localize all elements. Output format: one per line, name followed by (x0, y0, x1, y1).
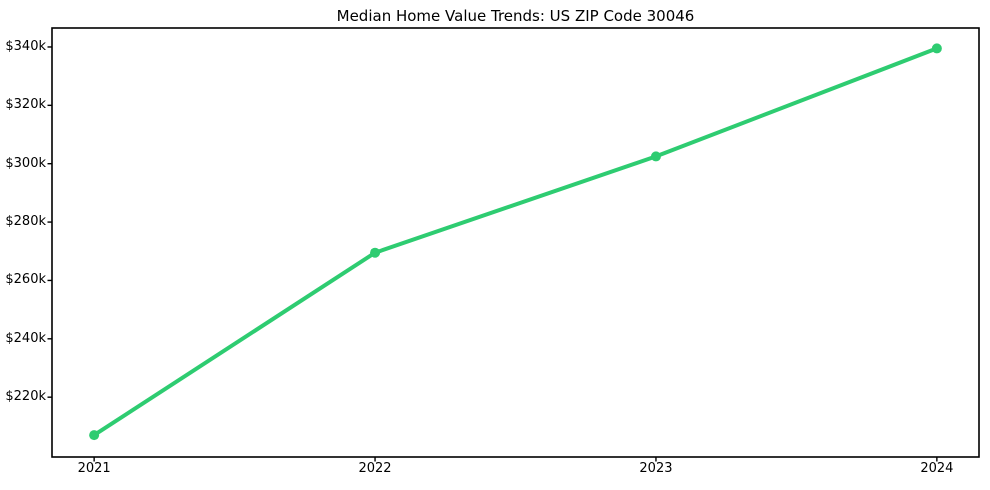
data-point-marker (650, 151, 661, 162)
data-point-marker (931, 43, 942, 54)
y-tick-label: $280k (5, 214, 46, 230)
x-tick-label: 2021 (77, 461, 111, 476)
x-tick-label: 2022 (358, 461, 392, 476)
median-home-value-line (92, 46, 939, 438)
chart-title: Median Home Value Trends: US ZIP Code 30… (336, 7, 695, 25)
x-tick-label: 2023 (639, 461, 673, 476)
y-tick-label: $340k (5, 38, 46, 54)
data-point-marker (370, 247, 381, 258)
x-tick-label: 2024 (920, 461, 954, 476)
data-point-marker (89, 430, 100, 441)
plot-frame (51, 27, 980, 458)
y-tick-label: $260k (5, 272, 46, 288)
y-tick-label: $320k (5, 97, 46, 113)
plot-area (52, 28, 979, 457)
y-tick-label: $220k (5, 389, 46, 405)
y-tick-label: $240k (5, 330, 46, 346)
y-tick-label: $300k (5, 155, 46, 171)
